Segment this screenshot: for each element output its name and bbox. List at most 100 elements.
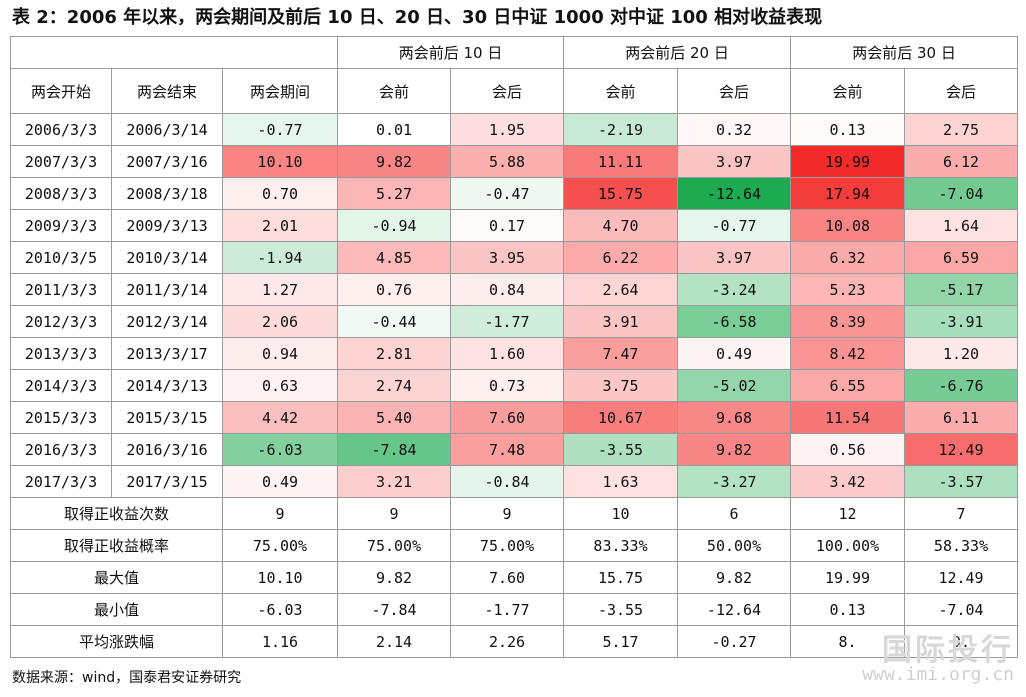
return-cell: 0.73 bbox=[450, 369, 565, 402]
table-body: 两会前后 10 日 两会前后 20 日 两会前后 30 日 两会开始 两会结束 … bbox=[9, 36, 1019, 658]
end-date-cell: 2008/3/18 bbox=[111, 177, 223, 210]
return-cell: 3.95 bbox=[450, 241, 565, 274]
col-header-end: 两会结束 bbox=[111, 68, 223, 114]
return-cell: 10.67 bbox=[563, 401, 679, 434]
table-row: 2015/3/3 2015/3/15 4.42 5.40 7.60 10.67 9.68 11… bbox=[10, 401, 1019, 434]
return-cell: 7.48 bbox=[450, 433, 565, 466]
return-cell: 10.08 bbox=[790, 209, 906, 242]
summary-cell: -6.03 bbox=[221, 593, 339, 626]
summary-row: 取得正收益概率 75.00% 75.00% 75.00% 83.33% 50.00% 100… bbox=[10, 529, 1019, 562]
return-cell: 12.49 bbox=[904, 433, 1019, 466]
col-header-10d-after: 会后 bbox=[450, 68, 565, 114]
summary-cell: 50.00% bbox=[677, 529, 792, 562]
return-cell: -3.57 bbox=[904, 465, 1019, 498]
summary-cell: 10.10 bbox=[221, 561, 339, 594]
return-cell: 1.64 bbox=[904, 209, 1019, 242]
return-cell: 6.12 bbox=[904, 145, 1019, 178]
return-cell: 6.11 bbox=[904, 401, 1019, 434]
start-date-cell: 2015/3/3 bbox=[10, 401, 112, 434]
summary-cell: 8. bbox=[790, 625, 906, 658]
summary-cell: 2.26 bbox=[450, 625, 565, 658]
summary-cell: -7.04 bbox=[904, 593, 1019, 626]
summary-cell: -7.84 bbox=[337, 593, 452, 626]
return-cell: 6.22 bbox=[563, 241, 679, 274]
return-cell: 2.06 bbox=[221, 305, 339, 338]
header-column-row: 两会开始 两会结束 两会期间 会前 会后 会前 会后 会前 会后 bbox=[10, 68, 1019, 114]
summary-cell: 9. bbox=[904, 625, 1019, 658]
table-row: 2010/3/5 2010/3/14 -1.94 4.85 3.95 6.22 3.97 6.… bbox=[10, 241, 1019, 274]
summary-cell: 9 bbox=[337, 497, 452, 530]
summary-cell: 7.60 bbox=[450, 561, 565, 594]
summary-cell: 75.00% bbox=[221, 529, 339, 562]
summary-cell: 5.17 bbox=[563, 625, 679, 658]
return-cell: 5.27 bbox=[337, 177, 452, 210]
return-cell: -0.84 bbox=[450, 465, 565, 498]
end-date-cell: 2013/3/17 bbox=[111, 337, 223, 370]
start-date-cell: 2008/3/3 bbox=[10, 177, 112, 210]
return-cell: 3.97 bbox=[677, 241, 792, 274]
return-cell: 0.49 bbox=[677, 337, 792, 370]
summary-cell: 9 bbox=[221, 497, 339, 530]
return-cell: 10.10 bbox=[221, 145, 339, 178]
return-cell: 6.32 bbox=[790, 241, 906, 274]
return-cell: 15.75 bbox=[563, 177, 679, 210]
table-row: 2007/3/3 2007/3/16 10.10 9.82 5.88 11.11 3.97 1… bbox=[10, 145, 1019, 178]
return-cell: 0.17 bbox=[450, 209, 565, 242]
return-cell: 1.95 bbox=[450, 113, 565, 146]
return-cell: 7.60 bbox=[450, 401, 565, 434]
header-group-row: 两会前后 10 日 两会前后 20 日 两会前后 30 日 bbox=[9, 36, 1019, 69]
return-cell: -1.77 bbox=[450, 305, 565, 338]
return-cell: 2.74 bbox=[337, 369, 452, 402]
summary-label: 取得正收益概率 bbox=[10, 529, 223, 562]
return-cell: -0.77 bbox=[677, 209, 792, 242]
watermark-url: www.imi.org.cn bbox=[862, 664, 1014, 685]
col-header-20d-after: 会后 bbox=[677, 68, 792, 114]
col-header-30d-after: 会后 bbox=[904, 68, 1019, 114]
summary-label: 平均涨跌幅 bbox=[10, 625, 223, 658]
return-cell: -6.58 bbox=[677, 305, 792, 338]
return-cell: 9.82 bbox=[677, 433, 792, 466]
table-row: 2013/3/3 2013/3/17 0.94 2.81 1.60 7.47 0.49 8.4… bbox=[10, 337, 1019, 370]
return-cell: -0.44 bbox=[337, 305, 452, 338]
end-date-cell: 2006/3/14 bbox=[111, 113, 223, 146]
return-cell: 0.84 bbox=[450, 273, 565, 306]
summary-cell: -0.27 bbox=[677, 625, 792, 658]
end-date-cell: 2009/3/13 bbox=[111, 209, 223, 242]
return-cell: 5.88 bbox=[450, 145, 565, 178]
summary-cell: 9.82 bbox=[677, 561, 792, 594]
summary-cell: 9.82 bbox=[337, 561, 452, 594]
summary-cell: 83.33% bbox=[563, 529, 679, 562]
return-cell: 2.81 bbox=[337, 337, 452, 370]
return-cell: -7.84 bbox=[337, 433, 452, 466]
return-cell: 2.01 bbox=[221, 209, 339, 242]
summary-cell: -1.77 bbox=[450, 593, 565, 626]
table-row: 2008/3/3 2008/3/18 0.70 5.27 -0.47 15.75 -12.6… bbox=[10, 177, 1019, 210]
end-date-cell: 2011/3/14 bbox=[111, 273, 223, 306]
summary-label: 最小值 bbox=[10, 593, 223, 626]
table-title: 表 2：2006 年以来，两会期间及前后 10 日、20 日、30 日中证 10… bbox=[12, 7, 823, 28]
return-cell: -7.04 bbox=[904, 177, 1019, 210]
return-cell: 5.40 bbox=[337, 401, 452, 434]
return-cell: 3.42 bbox=[790, 465, 906, 498]
return-cell: -6.03 bbox=[221, 433, 339, 466]
return-cell: -12.64 bbox=[677, 177, 792, 210]
return-cell: 2.64 bbox=[563, 273, 679, 306]
return-cell: -2.19 bbox=[563, 113, 679, 146]
end-date-cell: 2010/3/14 bbox=[111, 241, 223, 274]
start-date-cell: 2009/3/3 bbox=[10, 209, 112, 242]
col-header-start: 两会开始 bbox=[10, 68, 112, 114]
header-group-10d: 两会前后 10 日 bbox=[337, 36, 565, 69]
col-header-during: 两会期间 bbox=[221, 68, 339, 114]
return-cell: 6.59 bbox=[904, 241, 1019, 274]
summary-cell: 10 bbox=[563, 497, 679, 530]
col-header-30d-before: 会前 bbox=[790, 68, 906, 114]
table-row: 2011/3/3 2011/3/14 1.27 0.76 0.84 2.64 -3.24 5.… bbox=[10, 273, 1019, 306]
summary-row: 取得正收益次数 9 9 9 10 6 12 7 bbox=[10, 497, 1019, 530]
start-date-cell: 2014/3/3 bbox=[10, 369, 112, 402]
return-cell: 7.47 bbox=[563, 337, 679, 370]
header-group-20d: 两会前后 20 日 bbox=[563, 36, 792, 69]
summary-label: 最大值 bbox=[10, 561, 223, 594]
return-cell: 3.21 bbox=[337, 465, 452, 498]
return-cell: -3.91 bbox=[904, 305, 1019, 338]
summary-cell: -12.64 bbox=[677, 593, 792, 626]
